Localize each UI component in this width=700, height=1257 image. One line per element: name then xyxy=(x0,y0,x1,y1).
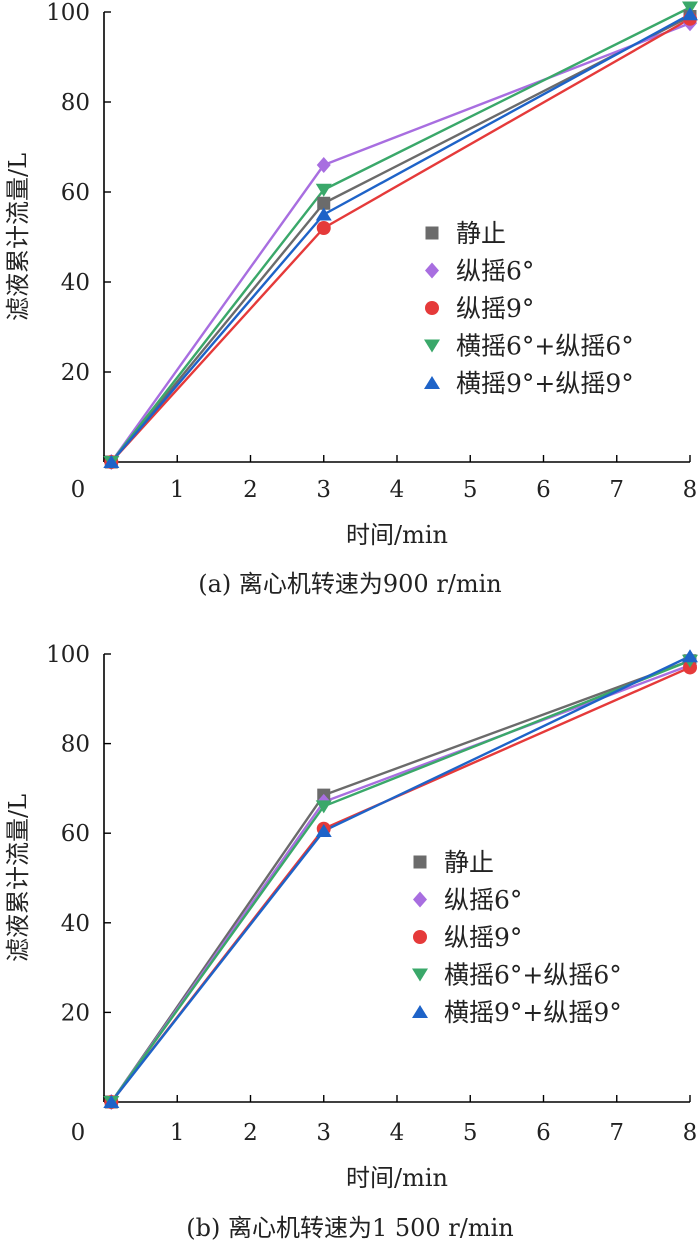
data-point-series-4 xyxy=(682,7,698,21)
y-tick-label: 100 xyxy=(46,0,90,26)
x-tick-label: 4 xyxy=(390,1120,405,1146)
y-tick-label: 60 xyxy=(61,180,90,206)
y-axis-title: 滤液累计流量/L xyxy=(4,153,32,321)
y-tick-label: 80 xyxy=(61,732,90,758)
series-line-0 xyxy=(110,659,691,1103)
x-tick-label: 2 xyxy=(243,477,258,503)
legend-marker-1 xyxy=(413,891,427,908)
data-point-series-4 xyxy=(682,649,698,663)
y-tick-label: 20 xyxy=(61,360,90,386)
x-tick-label: 8 xyxy=(683,477,698,503)
legend-marker-4 xyxy=(412,1005,428,1018)
x-tick-label: 7 xyxy=(609,1120,624,1146)
x-tick-label: 7 xyxy=(609,477,624,503)
legend-marker-3 xyxy=(424,339,440,353)
legend-marker-2 xyxy=(425,301,439,315)
legend-label: 横摇9°+纵摇9° xyxy=(444,998,622,1027)
data-point-series-4 xyxy=(103,455,120,468)
x-tick-label: 8 xyxy=(683,1120,698,1146)
legend-label: 纵摇9° xyxy=(456,294,534,323)
x-tick-label: 2 xyxy=(243,1120,258,1146)
legend-label: 横摇6°+纵摇6° xyxy=(444,961,622,990)
y-tick-label: 60 xyxy=(61,821,90,847)
x-tick-label: 3 xyxy=(316,477,331,503)
data-point-series-0 xyxy=(317,196,331,210)
data-point-series-2 xyxy=(316,221,331,235)
legend-label: 静止 xyxy=(444,848,494,877)
series-line-2 xyxy=(110,666,691,1103)
data-point-series-4 xyxy=(315,207,332,221)
legend-label: 横摇6°+纵摇6° xyxy=(456,332,634,361)
x-tick-label: 1 xyxy=(170,1120,185,1146)
x-tick-label: 5 xyxy=(463,1120,478,1146)
chart-caption: (b) 离心机转速为1 500 r/min xyxy=(186,1214,514,1242)
chart-caption: (a) 离心机转速为900 r/min xyxy=(198,570,502,598)
data-point-series-1 xyxy=(316,157,331,173)
data-point-series-4 xyxy=(103,1095,120,1108)
y-tick-label: 40 xyxy=(61,270,90,296)
x-tick-label: 5 xyxy=(463,477,478,503)
data-point-series-3 xyxy=(315,800,332,814)
x-tick-label: 3 xyxy=(316,1120,331,1146)
legend-marker-3 xyxy=(412,968,428,982)
y-axis-title: 滤液累计流量/L xyxy=(4,794,32,962)
legend-marker-1 xyxy=(425,262,439,279)
series-line-4 xyxy=(110,655,691,1103)
x-tick-label: 0 xyxy=(71,1120,86,1146)
x-tick-label: 6 xyxy=(536,477,551,503)
legend-marker-0 xyxy=(413,855,427,869)
chart-b: 0 1 2 3 4 5 6 7 8 20 40 60 80 100 时间/min 滤液累计流量/L (b) 离心… xyxy=(4,642,698,1242)
y-tick-label: 100 xyxy=(46,642,90,668)
legend-label: 纵摇6° xyxy=(456,257,534,286)
x-tick-label: 6 xyxy=(536,1120,551,1146)
legend-label: 纵摇6° xyxy=(444,886,522,915)
legend-label: 横摇9°+纵摇9° xyxy=(456,369,634,398)
data-point-series-3 xyxy=(315,183,332,197)
x-tick-label: 0 xyxy=(71,477,86,503)
y-tick-label: 40 xyxy=(61,911,90,937)
data-point-series-4 xyxy=(315,823,332,837)
legend-label: 纵摇9° xyxy=(444,923,522,952)
legend-label: 静止 xyxy=(456,219,506,248)
series-line-3 xyxy=(110,659,691,1103)
x-tick-label: 4 xyxy=(390,477,405,503)
y-tick-label: 20 xyxy=(61,1000,90,1026)
x-axis-title: 时间/min xyxy=(346,1164,448,1192)
legend-marker-0 xyxy=(425,226,439,240)
y-tick-label: 80 xyxy=(61,90,90,116)
x-axis-title: 时间/min xyxy=(346,521,448,549)
x-tick-label: 1 xyxy=(170,477,185,503)
legend-marker-2 xyxy=(413,930,427,944)
chart-a: 0 1 2 3 4 5 6 7 8 20 40 60 80 100 时间/min 滤液累计流量/L (a) 离心… xyxy=(4,0,698,598)
series-line-1 xyxy=(110,664,691,1103)
legend-marker-4 xyxy=(424,376,440,389)
